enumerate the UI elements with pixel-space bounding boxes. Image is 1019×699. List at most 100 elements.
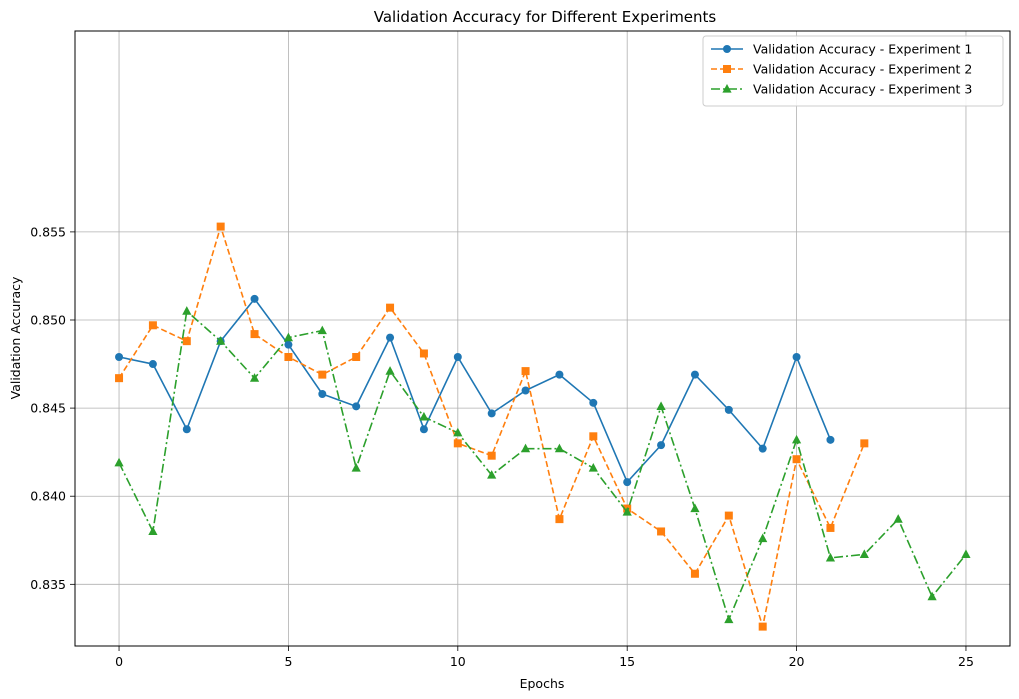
series-3-point bbox=[961, 549, 971, 558]
series-1-point bbox=[555, 370, 564, 379]
series-3-point bbox=[927, 591, 937, 601]
series-1-point bbox=[521, 386, 530, 395]
series-1-point bbox=[453, 353, 462, 362]
chart-title: Validation Accuracy for Different Experi… bbox=[374, 8, 717, 26]
series-1-point bbox=[792, 353, 801, 362]
plot-area-frame bbox=[74, 30, 1011, 647]
series-2-point bbox=[487, 451, 496, 460]
series-1-point bbox=[250, 294, 259, 303]
series-2-point bbox=[860, 439, 869, 448]
series-1-point bbox=[487, 409, 496, 418]
x-axis-label: Epochs bbox=[520, 676, 565, 691]
series-2-point bbox=[284, 353, 293, 362]
series-2-point bbox=[386, 303, 395, 312]
series-3-point bbox=[249, 373, 260, 382]
series-3-point bbox=[859, 549, 869, 558]
x-tick-label: 5 bbox=[284, 654, 292, 669]
series-1-point bbox=[657, 441, 666, 450]
y-tick-label: 0.835 bbox=[30, 577, 66, 592]
series-2-point bbox=[453, 439, 462, 448]
legend-marker-3 bbox=[722, 84, 732, 93]
legend-label-3: Validation Accuracy - Experiment 3 bbox=[753, 82, 972, 97]
series-1-point bbox=[115, 353, 124, 362]
legend-marker-1 bbox=[723, 45, 731, 53]
series-3-point bbox=[791, 434, 802, 444]
series-1-point bbox=[589, 398, 598, 407]
series-2 bbox=[115, 222, 869, 631]
series-1-point bbox=[386, 333, 395, 342]
series-2-point bbox=[182, 337, 191, 346]
series-1-point bbox=[284, 340, 293, 349]
series-1-point bbox=[318, 390, 327, 399]
series-3-point bbox=[487, 470, 497, 479]
series-2-point bbox=[521, 367, 530, 376]
series-2-point bbox=[724, 511, 733, 520]
legend: Validation Accuracy - Experiment 1 Valida… bbox=[702, 35, 1004, 107]
series-3 bbox=[114, 306, 971, 624]
series-1-point bbox=[690, 370, 699, 379]
series-1-point bbox=[352, 402, 361, 411]
series-3-point bbox=[216, 336, 226, 345]
series-2-point bbox=[690, 569, 699, 578]
series-3-point bbox=[554, 443, 565, 453]
series-2-point bbox=[115, 374, 124, 383]
series-1-point bbox=[623, 478, 632, 487]
legend-box bbox=[702, 35, 1004, 107]
series-2-point bbox=[589, 432, 598, 441]
series-3-point bbox=[182, 306, 192, 315]
series-1-point bbox=[724, 405, 733, 414]
series-3-point bbox=[283, 332, 294, 342]
series-1-line bbox=[118, 298, 832, 483]
series-2-point bbox=[250, 330, 259, 339]
y-tick-label: 0.840 bbox=[30, 489, 66, 504]
x-tick-label: 15 bbox=[619, 654, 635, 669]
series-1-point bbox=[148, 360, 157, 369]
series-3-point bbox=[114, 457, 124, 467]
series-1-point bbox=[419, 425, 428, 434]
series-3-point bbox=[351, 463, 361, 472]
series-1 bbox=[115, 294, 835, 487]
x-tick-label: 25 bbox=[958, 654, 974, 669]
series-2-point bbox=[758, 622, 767, 631]
series-3-point bbox=[148, 526, 158, 536]
series-2-point bbox=[216, 222, 225, 231]
series-2-point bbox=[148, 321, 157, 330]
y-tick-label: 0.850 bbox=[30, 312, 66, 327]
series-1-point bbox=[758, 444, 767, 453]
series-3-point bbox=[520, 443, 531, 453]
x-tick-label: 20 bbox=[789, 654, 805, 669]
series-2-point bbox=[657, 527, 666, 536]
series-3-point bbox=[690, 503, 700, 513]
axis-ticks: 0 5 10 15 20 25 0.835 0.840 0.845 0.850 0.855 bbox=[30, 224, 974, 669]
legend-label-1: Validation Accuracy - Experiment 1 bbox=[753, 42, 972, 57]
y-axis-label: Validation Accuracy bbox=[8, 276, 23, 399]
series-3-point bbox=[385, 366, 395, 375]
series-2-point bbox=[792, 455, 801, 464]
series-1-point bbox=[182, 425, 191, 434]
series-3-point bbox=[317, 325, 327, 335]
series-3-point bbox=[588, 463, 598, 472]
legend-label-2: Validation Accuracy - Experiment 2 bbox=[753, 62, 972, 77]
series-3-line bbox=[118, 310, 967, 621]
series-2-point bbox=[419, 349, 428, 358]
series-1-point bbox=[826, 435, 835, 444]
series-3-point bbox=[656, 401, 666, 410]
x-tick-label: 0 bbox=[115, 654, 123, 669]
series-3-point bbox=[724, 614, 734, 624]
x-tick-label: 10 bbox=[450, 654, 466, 669]
series-3-point bbox=[622, 507, 632, 516]
series-3-point bbox=[758, 533, 768, 543]
series-3-point bbox=[419, 411, 429, 421]
y-tick-label: 0.855 bbox=[30, 224, 66, 239]
series-3-point bbox=[453, 427, 463, 437]
series-layer bbox=[114, 222, 971, 631]
legend-marker-2 bbox=[723, 65, 731, 73]
series-2-point bbox=[826, 523, 835, 532]
series-3-point bbox=[893, 514, 903, 523]
series-2-point bbox=[318, 370, 327, 379]
series-2-point bbox=[555, 515, 564, 524]
series-3-point bbox=[825, 552, 836, 562]
series-2-point bbox=[352, 353, 361, 362]
